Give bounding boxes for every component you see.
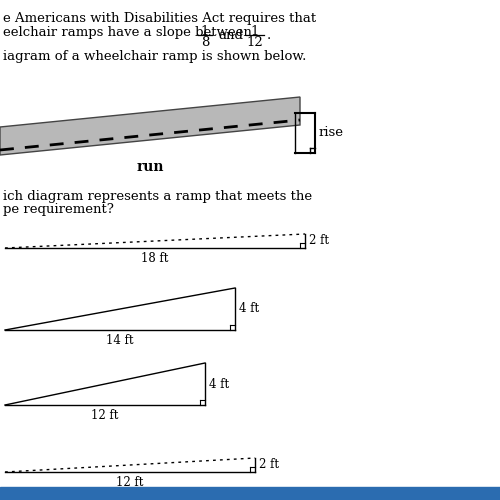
Text: 1: 1: [251, 25, 259, 38]
Text: 12: 12: [246, 36, 264, 49]
Text: iagram of a wheelchair ramp is shown below.: iagram of a wheelchair ramp is shown bel…: [3, 50, 306, 63]
Text: eelchair ramps have a slope between: eelchair ramps have a slope between: [3, 26, 252, 39]
Text: rise: rise: [319, 126, 344, 140]
Text: 14 ft: 14 ft: [106, 334, 134, 347]
Text: 2 ft: 2 ft: [259, 458, 279, 471]
Text: ich diagram represents a ramp that meets the: ich diagram represents a ramp that meets…: [3, 190, 312, 203]
Bar: [0, 487, 500, 500]
Polygon shape: [0, 97, 300, 155]
Text: 4 ft: 4 ft: [239, 302, 259, 316]
Text: pe requirement?: pe requirement?: [3, 203, 114, 216]
Text: .: .: [267, 29, 271, 42]
Text: 1: 1: [201, 25, 209, 38]
Text: 2 ft: 2 ft: [309, 234, 329, 248]
Text: e Americans with Disabilities Act requires that: e Americans with Disabilities Act requir…: [3, 12, 316, 25]
Text: 18 ft: 18 ft: [142, 252, 169, 265]
Text: and: and: [218, 29, 243, 42]
Text: 8: 8: [201, 36, 209, 49]
Text: run: run: [136, 160, 164, 174]
Text: 12 ft: 12 ft: [92, 409, 118, 422]
Text: 4 ft: 4 ft: [209, 378, 229, 390]
Text: 12 ft: 12 ft: [116, 476, 143, 489]
